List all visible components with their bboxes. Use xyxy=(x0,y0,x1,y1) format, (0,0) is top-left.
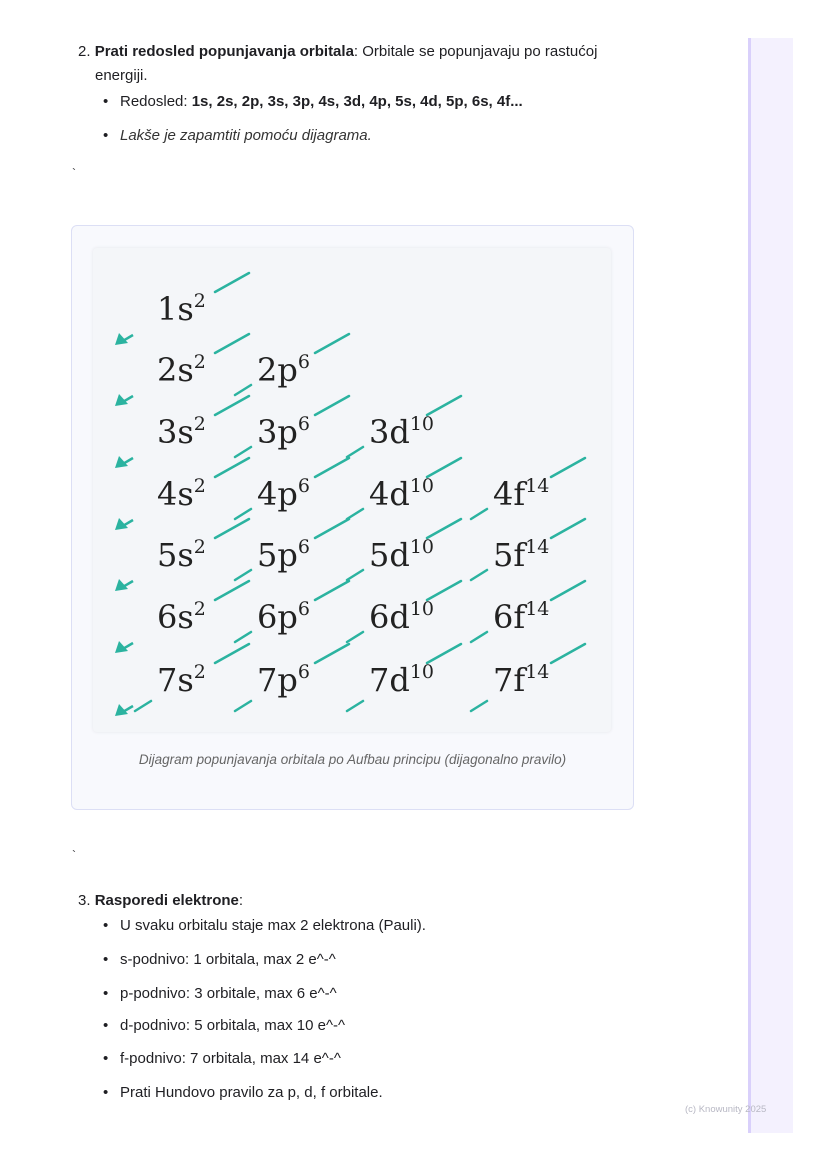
diagonal-guide-line xyxy=(469,630,489,644)
orbital-label: 4d10 xyxy=(369,475,434,513)
orbital-label: 6d10 xyxy=(369,598,434,636)
stray-backtick: ` xyxy=(72,848,76,862)
orbital-label: 3p6 xyxy=(257,413,310,451)
arrow-down-left-icon xyxy=(115,333,128,345)
arrow-down-left-icon xyxy=(115,456,128,468)
diagonal-guide-line xyxy=(213,332,251,355)
diagonal-guide-line xyxy=(425,642,463,665)
diagonal-guide-line xyxy=(549,517,587,540)
orbital-label: 4s2 xyxy=(157,475,206,513)
step-number: 2. xyxy=(78,43,91,60)
figure-caption: Dijagram popunjavanja orbitala po Aufbau… xyxy=(138,752,567,767)
diagonal-guide-line xyxy=(469,568,489,582)
diagonal-guide-line xyxy=(425,394,463,417)
diagonal-guide-line xyxy=(213,271,251,294)
arrow-down-left-icon xyxy=(115,518,128,530)
bullet-text: p-podnivo: 3 orbitale, max 6 e^-^ xyxy=(120,985,337,1002)
bullet-text: Prati Hundovo pravilo za p, d, f orbital… xyxy=(120,1084,383,1101)
diagonal-guide-line xyxy=(213,456,251,479)
orbital-label: 2s2 xyxy=(157,351,206,389)
bullet-text: d-podnivo: 5 orbitala, max 10 e^-^ xyxy=(120,1017,346,1034)
orbital-label: 7s2 xyxy=(157,661,206,699)
diagonal-guide-line xyxy=(425,456,463,479)
diagonal-guide-line xyxy=(549,579,587,602)
diagonal-guide-line xyxy=(313,332,351,355)
diagonal-guide-line xyxy=(133,699,153,713)
stray-backtick: ` xyxy=(72,166,76,180)
diagonal-guide-line xyxy=(213,517,251,540)
diagonal-guide-line xyxy=(233,699,253,713)
orbital-label: 7p6 xyxy=(257,661,310,699)
orbital-label: 5s2 xyxy=(157,536,206,574)
footer-copyright: (c) Knowunity 2025 xyxy=(685,1104,767,1115)
diagonal-guide-line xyxy=(233,383,253,397)
step-text: : Orbitale se popunjavaju po rastućoj xyxy=(353,43,598,60)
step-number: 3. xyxy=(78,892,91,909)
diagonal-guide-line xyxy=(233,445,253,459)
orbital-label: 6f14 xyxy=(493,598,549,636)
diagonal-guide-line xyxy=(313,394,351,417)
arrow-down-left-icon xyxy=(115,579,128,591)
diagonal-guide-line xyxy=(313,456,351,479)
diagonal-guide-line xyxy=(233,568,253,582)
orbital-label: 3d10 xyxy=(369,413,434,451)
aufbau-diagram: 1s2 2s2 2p6 3s2 3p6 3d10 4s2 4p6 4d10 4f14 5s2 5p6 5… xyxy=(93,248,611,732)
step-2-heading: 2. Prati redosled popunjavanja orbitala:… xyxy=(78,41,597,63)
bullet-label: Redosled: xyxy=(120,93,192,110)
orbital-label: 6p6 xyxy=(257,598,310,636)
diagonal-guide-line xyxy=(213,394,251,417)
diagonal-guide-line xyxy=(213,579,251,602)
orbital-label: 1s2 xyxy=(157,290,206,328)
diagonal-guide-line xyxy=(425,579,463,602)
diagonal-guide-line xyxy=(549,642,587,665)
orbital-label: 5d10 xyxy=(369,536,434,574)
step-3-heading: 3. Rasporedi elektrone: xyxy=(78,890,243,912)
diagonal-guide-line xyxy=(345,507,365,521)
step-title: Prati redosled popunjavanja orbitala xyxy=(94,43,354,60)
diagram-svg: 1s2 2s2 2p6 3s2 3p6 3d10 4s2 4p6 4d10 4f14 5s2 5p6 5… xyxy=(115,271,587,716)
orbital-label: 7d10 xyxy=(369,661,434,699)
diagonal-guide-line xyxy=(313,642,351,665)
diagonal-guide-line xyxy=(345,630,365,644)
step-text-cont: energiji. xyxy=(95,67,148,84)
orbital-label: 5p6 xyxy=(257,536,310,574)
orbital-label: 4f14 xyxy=(493,475,549,513)
bullet-value: 1s, 2s, 2p, 3s, 3p, 4s, 3d, 4p, 5s, 4d, … xyxy=(191,93,523,110)
diagonal-guide-line xyxy=(469,507,489,521)
orbital-label: 4p6 xyxy=(257,475,310,513)
arrow-down-left-icon xyxy=(115,394,128,406)
orbital-label: 6s2 xyxy=(157,598,206,636)
colon: : xyxy=(238,892,244,909)
sidebar-margin xyxy=(748,38,793,1133)
bullet-text: U svaku orbitalu staje max 2 elektrona (… xyxy=(120,917,426,934)
diagonal-guide-line xyxy=(313,517,351,540)
orbital-label: 7f14 xyxy=(493,661,549,699)
diagonal-guide-line xyxy=(233,630,253,644)
orbital-label: 3s2 xyxy=(157,413,206,451)
figure: 1s2 2s2 2p6 3s2 3p6 3d10 4s2 4p6 4d10 4f14 5s2 5p6 5… xyxy=(71,225,634,810)
step-title: Rasporedi elektrone xyxy=(94,892,239,909)
diagonal-guide-line xyxy=(549,456,587,479)
arrow-down-left-icon xyxy=(115,641,128,653)
diagonal-guide-line xyxy=(213,642,251,665)
bullet-label: Lakše je zapamtiti pomoću dijagrama. xyxy=(120,127,372,144)
diagonal-guide-line xyxy=(469,699,489,713)
orbital-label: 5f14 xyxy=(493,536,549,574)
bullet-text: s-podnivo: 1 orbitala, max 2 e^-^ xyxy=(120,951,336,968)
diagonal-guide-line xyxy=(345,699,365,713)
bullet-text: f-podnivo: 7 orbitala, max 14 e^-^ xyxy=(120,1050,341,1067)
diagonal-guide-line xyxy=(345,445,365,459)
diagonal-guide-line xyxy=(233,507,253,521)
arrow-down-left-icon xyxy=(115,704,128,716)
orbital-label: 2p6 xyxy=(257,351,310,389)
diagonal-guide-line xyxy=(425,517,463,540)
diagonal-guide-line xyxy=(345,568,365,582)
diagonal-guide-line xyxy=(313,579,351,602)
